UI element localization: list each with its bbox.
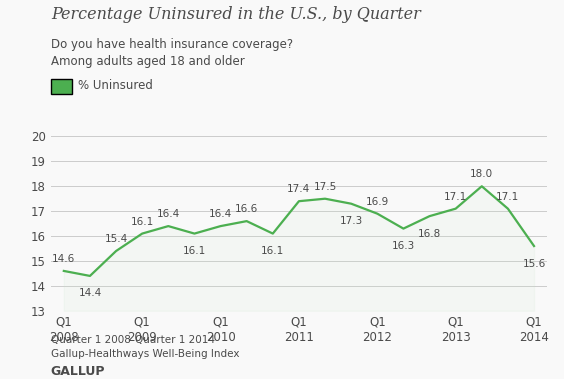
Text: 15.6: 15.6 [522,258,545,269]
Text: 18.0: 18.0 [470,169,494,179]
Text: Quarter 1 2008-Quarter 1 2014: Quarter 1 2008-Quarter 1 2014 [51,335,215,345]
Text: Do you have health insurance coverage?: Do you have health insurance coverage? [51,38,293,51]
Text: 15.4: 15.4 [104,234,127,244]
Text: 17.1: 17.1 [496,192,519,202]
Text: 16.3: 16.3 [392,241,415,251]
Text: 16.1: 16.1 [261,246,284,256]
Text: 14.4: 14.4 [78,288,102,298]
Text: Percentage Uninsured in the U.S., by Quarter: Percentage Uninsured in the U.S., by Qua… [51,6,421,23]
Text: GALLUP: GALLUP [51,365,105,377]
Text: % Uninsured: % Uninsured [78,79,153,92]
Text: 17.1: 17.1 [444,192,468,202]
Text: 16.4: 16.4 [209,209,232,219]
Text: 14.6: 14.6 [52,254,76,264]
Text: 17.4: 17.4 [287,184,311,194]
Text: 16.6: 16.6 [235,204,258,214]
Text: 16.4: 16.4 [157,209,180,219]
Text: 16.8: 16.8 [418,229,441,239]
Text: 16.1: 16.1 [183,246,206,256]
Text: Among adults aged 18 and older: Among adults aged 18 and older [51,55,245,68]
Text: Gallup-Healthways Well-Being Index: Gallup-Healthways Well-Being Index [51,349,239,359]
Text: 16.9: 16.9 [365,197,389,207]
Text: 17.5: 17.5 [314,182,337,192]
Text: 17.3: 17.3 [340,216,363,226]
Text: 16.1: 16.1 [130,217,154,227]
